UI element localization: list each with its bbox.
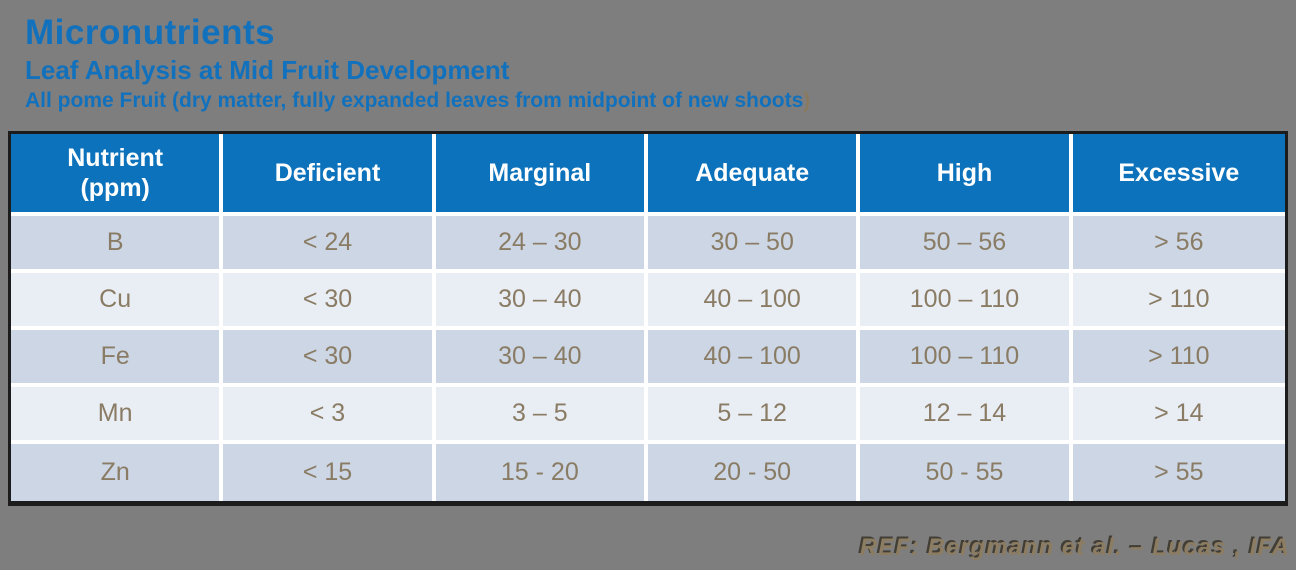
cell-marginal: 3 – 5 xyxy=(435,387,648,444)
cell-nutrient: Zn xyxy=(11,444,224,501)
cell-high: 50 - 55 xyxy=(860,444,1073,501)
slide-subtitle-detail: All pome Fruit (dry matter, fully expand… xyxy=(25,89,1286,112)
slide-subtitle: Leaf Analysis at Mid Fruit Development xyxy=(25,55,510,86)
table-row-zinc: Zn < 15 15 - 20 20 - 50 50 - 55 > 55 xyxy=(11,444,1285,501)
table-row-manganese: Mn < 3 3 – 5 5 – 12 12 – 14 > 14 xyxy=(11,387,1285,444)
subtitle-detail-paren: ) xyxy=(803,88,811,112)
cell-high: 12 – 14 xyxy=(860,387,1073,444)
column-header-adequate: Adequate xyxy=(647,134,861,216)
column-header-excessive: Excessive xyxy=(1072,134,1285,216)
table-header-row: Nutrient (ppm) Deficient Marginal Adequa… xyxy=(11,134,1285,216)
reference-citation: REF: Bergmann et al. – Lucas , IFA xyxy=(859,534,1290,561)
cell-excessive: > 14 xyxy=(1072,387,1285,444)
cell-marginal: 24 – 30 xyxy=(435,216,648,273)
cell-high: 100 – 110 xyxy=(860,330,1073,387)
cell-adequate: 20 - 50 xyxy=(647,444,861,501)
column-header-nutrient: Nutrient (ppm) xyxy=(11,134,224,216)
cell-marginal: 30 – 40 xyxy=(435,330,648,387)
nutrient-table: Nutrient (ppm) Deficient Marginal Adequa… xyxy=(11,134,1285,501)
cell-deficient: < 3 xyxy=(223,387,436,444)
cell-nutrient: Fe xyxy=(11,330,224,387)
cell-marginal: 15 - 20 xyxy=(435,444,648,501)
cell-deficient: < 30 xyxy=(223,330,436,387)
subtitle-detail-text: All pome Fruit (dry matter, fully expand… xyxy=(25,88,804,112)
cell-excessive: > 110 xyxy=(1072,330,1285,387)
cell-excessive: > 56 xyxy=(1072,216,1285,273)
cell-nutrient: B xyxy=(11,216,224,273)
cell-excessive: > 55 xyxy=(1072,444,1285,501)
column-header-deficient: Deficient xyxy=(223,134,436,216)
table-row-boron: B < 24 24 – 30 30 – 50 50 – 56 > 56 xyxy=(11,216,1285,273)
cell-adequate: 5 – 12 xyxy=(647,387,861,444)
cell-deficient: < 15 xyxy=(223,444,436,501)
nutrient-table-container: Nutrient (ppm) Deficient Marginal Adequa… xyxy=(8,131,1288,506)
cell-high: 50 – 56 xyxy=(860,216,1073,273)
cell-marginal: 30 – 40 xyxy=(435,273,648,330)
page-title: Micronutrients xyxy=(25,13,276,52)
cell-adequate: 40 – 100 xyxy=(647,330,861,387)
column-header-high: High xyxy=(860,134,1073,216)
cell-high: 100 – 110 xyxy=(860,273,1073,330)
cell-deficient: < 30 xyxy=(223,273,436,330)
column-header-marginal: Marginal xyxy=(435,134,648,216)
cell-adequate: 40 – 100 xyxy=(647,273,861,330)
cell-nutrient: Cu xyxy=(11,273,224,330)
slide-header: Micronutrients Leaf Analysis at Mid Frui… xyxy=(25,13,1286,112)
cell-adequate: 30 – 50 xyxy=(647,216,861,273)
table-row-iron: Fe < 30 30 – 40 40 – 100 100 – 110 > 110 xyxy=(11,330,1285,387)
cell-nutrient: Mn xyxy=(11,387,224,444)
table-row-copper: Cu < 30 30 – 40 40 – 100 100 – 110 > 110 xyxy=(11,273,1285,330)
cell-excessive: > 110 xyxy=(1072,273,1285,330)
cell-deficient: < 24 xyxy=(223,216,436,273)
